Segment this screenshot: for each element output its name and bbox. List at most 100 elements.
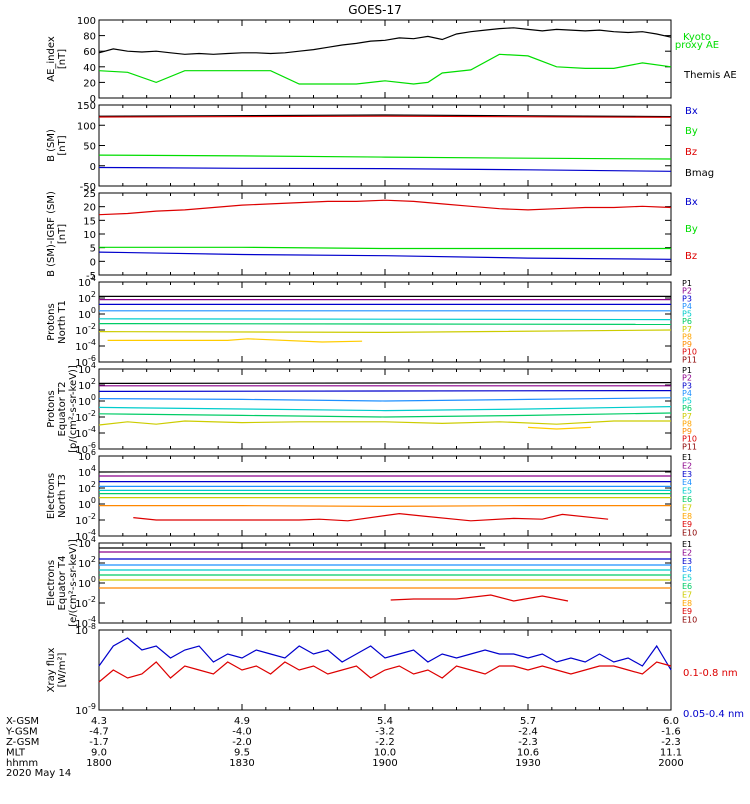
x-tick-label: -2.0 [232, 737, 252, 748]
x-tick-label: -4.7 [89, 727, 109, 738]
legend-label: E9 [682, 520, 692, 529]
y-tick-label: 100 [78, 575, 96, 590]
x-axis-row-label: MLT [6, 748, 26, 759]
y-axis-label: Protons [46, 390, 57, 427]
y-tick-label: 20 [83, 203, 96, 214]
y-tick-label: 102 [78, 290, 96, 305]
x-tick-label: 4.3 [91, 716, 107, 727]
y-tick-label: 25 [83, 189, 96, 200]
y-tick-label: 40 [83, 63, 96, 74]
x-tick-label: -2.2 [375, 737, 395, 748]
plot-frame [98, 192, 672, 276]
legend-label: P4 [682, 389, 692, 398]
legend-label: E8 [682, 512, 692, 521]
legend-label: P3 [682, 294, 692, 303]
y-tick-label: -5 [86, 271, 96, 282]
x-tick-label: -1.7 [89, 737, 109, 748]
y-tick-label: 15 [83, 216, 96, 227]
y-axis-label: B (SM)-IGRF (SM) [46, 191, 57, 277]
y-tick-label: 100 [78, 393, 96, 408]
x-tick-label: -3.2 [375, 727, 395, 738]
y-tick-label: 104 [78, 274, 96, 289]
x-tick-label: 11.1 [660, 748, 682, 759]
series-line-bmag [98, 114, 672, 118]
series-line-themis-ae [98, 27, 672, 55]
x-tick-label: 6.0 [663, 716, 679, 727]
y-axis-label: North T3 [57, 474, 68, 518]
legend-label: Bmag [685, 168, 714, 179]
legend-label: E4 [682, 478, 692, 487]
legend-label: Bx [685, 106, 698, 117]
series-line-e1 [98, 470, 672, 473]
y-tick-label: 80 [83, 32, 96, 43]
legend-label: proxy AE [675, 40, 719, 51]
y-tick-label: 106 [78, 448, 96, 463]
legend-label: Bz [685, 251, 697, 262]
y-axis-label: Electrons [46, 560, 57, 606]
legend-label: 0.05-0.4 nm [683, 709, 744, 720]
y-tick-label: 10-2 [75, 512, 96, 527]
legend-label: P5 [682, 310, 692, 319]
legend-label: Bx [685, 197, 698, 208]
legend-label: E5 [682, 574, 692, 583]
legend-label: P10 [682, 435, 697, 444]
legend-label: P8 [682, 419, 692, 428]
legend-label: P2 [682, 287, 692, 296]
y-tick-label: 100 [78, 496, 96, 511]
legend-label: P6 [682, 317, 692, 326]
series-line-p7 [98, 329, 672, 334]
legend-label: E3 [682, 470, 692, 479]
legend-label: E6 [682, 582, 692, 591]
y-axis-label: Equator T2 [57, 382, 68, 437]
legend-label: E2 [682, 548, 692, 557]
legend-label: E10 [682, 616, 697, 625]
y-tick-label: 10-6 [75, 354, 96, 369]
y-tick-label: 104 [78, 361, 96, 376]
series-line-p8 [527, 426, 591, 430]
legend-label: P5 [682, 397, 692, 406]
x-tick-label: 1930 [515, 758, 540, 769]
series-line-bx [98, 166, 672, 172]
series-line-e8 [99, 505, 671, 508]
plot-frame [98, 281, 672, 363]
plot-frame [98, 19, 672, 99]
x-tick-label: 1900 [372, 758, 397, 769]
series-line-e9 [390, 594, 569, 602]
y-tick-label: 10-6 [75, 441, 96, 456]
page-title: GOES-17 [348, 3, 402, 17]
series-line-0-1-0-8-nm [98, 661, 672, 683]
x-tick-label: 10.6 [517, 748, 539, 759]
series-line-p1 [98, 382, 672, 384]
x-tick-label: -2.4 [518, 727, 538, 738]
y-axis-label: Xray flux [46, 648, 57, 693]
legend-label: P3 [682, 381, 692, 390]
y-tick-label: 10-8 [75, 622, 96, 637]
x-tick-label: 4.9 [234, 716, 250, 727]
y-tick-label: 10-4 [75, 338, 96, 353]
plot-frame [98, 455, 672, 537]
series-line-by [99, 246, 671, 250]
y-tick-label: 150 [77, 101, 96, 112]
x-axis-row-label: Y-GSM [5, 727, 38, 738]
y-tick-label: 10-2 [75, 595, 96, 610]
y-tick-label: 5 [90, 244, 96, 255]
x-tick-label: 9.0 [91, 748, 107, 759]
y-tick-label: 104 [78, 464, 96, 479]
y-tick-label: -50 [80, 182, 96, 193]
series-line-p8 [107, 338, 363, 343]
legend-label: E9 [682, 607, 692, 616]
legend-label: 0.1-0.8 nm [683, 668, 738, 679]
y-tick-label: 102 [78, 555, 96, 570]
legend-label: P11 [682, 442, 697, 451]
date-label: 2020 May 14 [6, 768, 71, 779]
y-tick-label: 10-4 [75, 528, 96, 543]
legend-label: P11 [682, 355, 697, 364]
y-tick-label: 0 [90, 94, 96, 105]
plot-frame [98, 542, 672, 624]
y-tick-label: 0 [90, 162, 96, 173]
legend-label: E1 [682, 453, 692, 462]
y-axis-label: Equator T4 [57, 556, 68, 611]
legend-label: P7 [682, 412, 692, 421]
legend-label: P9 [682, 427, 692, 436]
